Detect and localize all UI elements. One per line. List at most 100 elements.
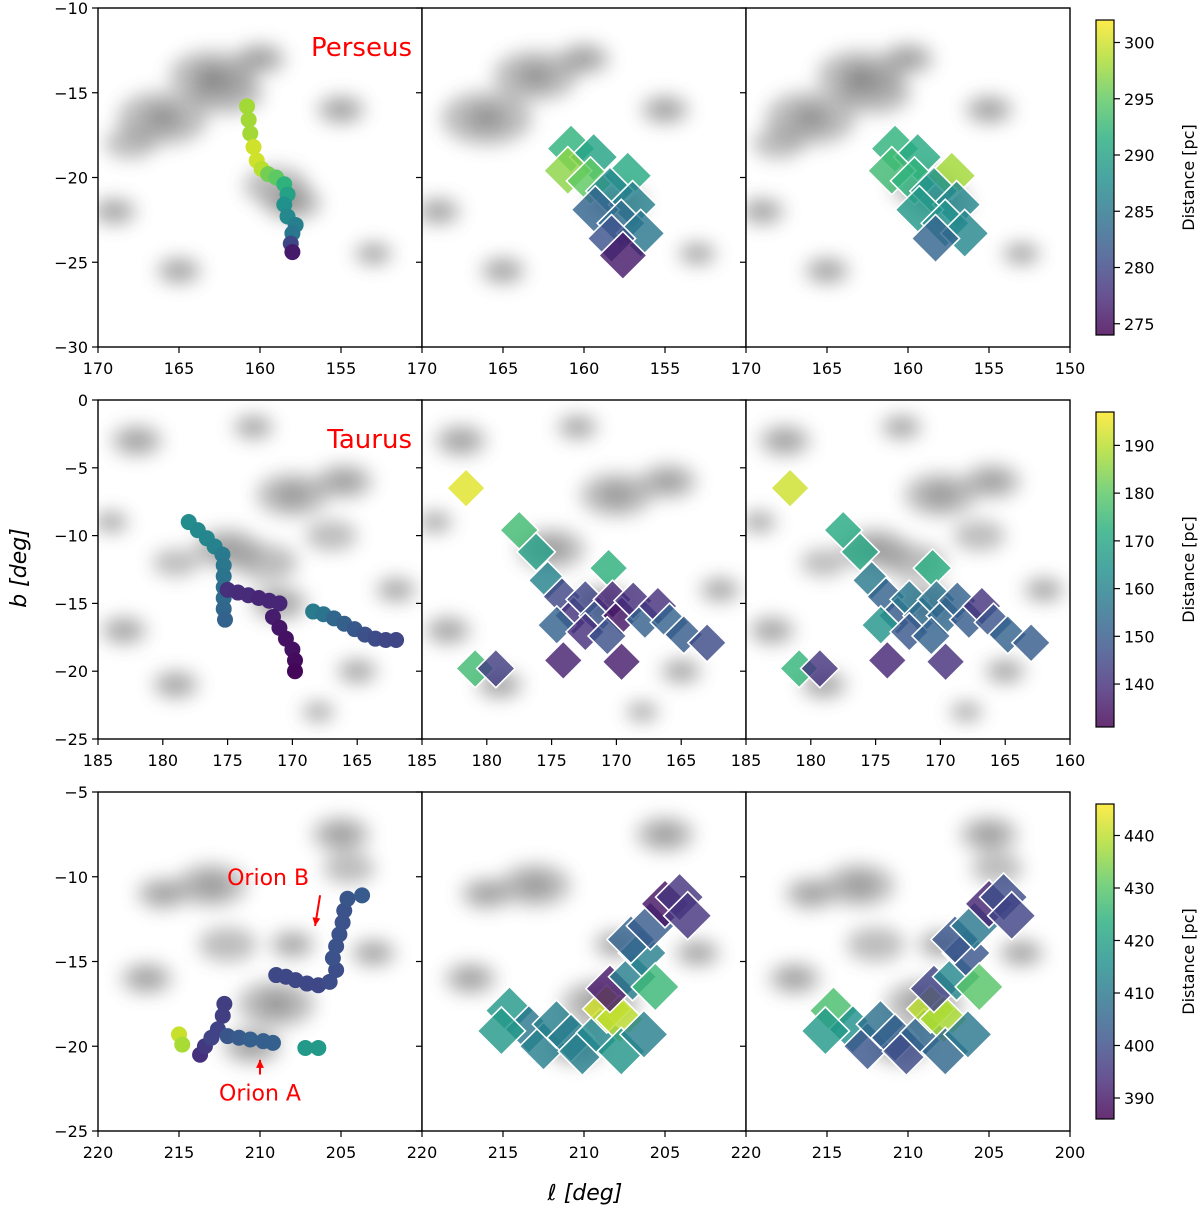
colorbar-tick-label: 440	[1124, 827, 1155, 846]
distance-patch	[686, 622, 728, 664]
distance-patch	[454, 648, 496, 689]
dust-core	[331, 473, 358, 490]
distance-patch	[515, 531, 557, 573]
colorbar-tick-label: 150	[1124, 627, 1155, 646]
dust-core	[347, 665, 367, 678]
dust-core	[751, 205, 773, 218]
dust-core	[572, 51, 596, 67]
x-tick-label: 220	[83, 1143, 114, 1162]
dust-core	[568, 421, 587, 433]
dust-core	[426, 516, 444, 528]
dust-core	[168, 264, 190, 278]
colorbar-label: Distance [pc]	[1179, 516, 1198, 622]
dust-core	[102, 516, 120, 528]
dust-core	[978, 102, 1000, 117]
dust-core	[1012, 248, 1031, 260]
distance-patch	[769, 467, 811, 509]
y-tick-label: −10	[54, 527, 88, 546]
x-tick-label: 170	[277, 751, 308, 770]
panel-taurus-2: 185 180 175 170 165	[407, 399, 747, 770]
distance-patch	[1010, 622, 1052, 664]
colorbar-taurus: 140 150 160 170 180 190 Distance [pc]	[1095, 411, 1198, 728]
x-tick-label: 170	[407, 359, 438, 378]
x-tick-label: 205	[974, 1143, 1005, 1162]
x-tick-label: 220	[731, 1143, 762, 1162]
x-tick-label: 170	[925, 751, 956, 770]
distance-patch	[542, 639, 584, 681]
x-tick-label: 205	[326, 1143, 357, 1162]
spine-point	[339, 890, 356, 907]
dust-cloud	[752, 128, 805, 160]
x-tick-label: 200	[1055, 1143, 1086, 1162]
spine-point	[242, 125, 259, 142]
y-tick-label: −15	[54, 84, 88, 103]
panel-orion-1: Orion B Orion A 220 215 210 205 −5 −10 −15 −20 −25	[54, 783, 423, 1162]
dust-core	[151, 886, 175, 901]
x-tick-label: 165	[812, 359, 843, 378]
x-tick-label: 165	[342, 751, 373, 770]
x-tick-label: 185	[83, 751, 114, 770]
spine-point	[284, 244, 301, 261]
dust-map	[98, 43, 393, 285]
x-tick-label: 185	[731, 751, 762, 770]
spine-point	[334, 914, 351, 931]
spine-point	[174, 1036, 191, 1053]
dust-core	[134, 971, 159, 986]
dust-core	[244, 421, 263, 433]
dust-core	[276, 484, 309, 506]
y-tick-label: −10	[54, 868, 88, 887]
annotation-arrowhead	[256, 1059, 264, 1068]
y-tick-label: −15	[54, 594, 88, 613]
dust-core	[310, 707, 326, 717]
x-tick-label: 165	[488, 359, 519, 378]
colorbar-tick-label: 390	[1124, 1089, 1155, 1108]
x-tick-label: 155	[326, 359, 357, 378]
x-tick-label: 210	[569, 1143, 600, 1162]
dust-cloud	[104, 128, 157, 160]
dust-core	[924, 484, 957, 506]
spine-point	[264, 1034, 281, 1051]
x-tick-label: 160	[893, 359, 924, 378]
y-tick-label: −20	[54, 1037, 88, 1056]
y-tick-label: −25	[54, 730, 88, 749]
distance-patch	[778, 648, 820, 689]
x-tick-label: 220	[407, 1143, 438, 1162]
dust-cloud	[305, 520, 358, 552]
dust-core	[364, 248, 383, 260]
dust-core	[142, 105, 184, 131]
x-tick-label: 160	[245, 359, 276, 378]
colorbar-tick-label: 140	[1124, 675, 1155, 694]
colorbar-tick-label: 420	[1124, 932, 1155, 951]
colorbar-tick-label: 190	[1124, 436, 1155, 455]
dust-core	[519, 875, 552, 896]
spine-point	[242, 1031, 259, 1048]
dust-core	[655, 473, 682, 490]
dust-cloud	[953, 520, 1006, 552]
spine-point	[388, 632, 405, 649]
dust-core	[654, 102, 676, 117]
x-tick-label: 165	[990, 751, 1021, 770]
panels-layer: Perseus 170 165 160 155 −10 −15 −20 −25 −30 170 165…	[54, 0, 1198, 1162]
dust-cloud	[235, 544, 298, 582]
distance-patch	[954, 961, 1005, 1013]
colorbar-tick-label: 170	[1124, 532, 1155, 551]
annotation-label: Orion A	[219, 1081, 301, 1106]
dust-core	[651, 826, 679, 843]
distance-patch	[597, 230, 649, 281]
distance-patch	[618, 1009, 670, 1060]
dust-core	[458, 971, 483, 986]
distance-patch	[839, 531, 881, 573]
panel-frame	[745, 399, 1071, 740]
y-tick-label: −15	[54, 953, 88, 972]
y-tick-label: −25	[54, 253, 88, 272]
dust-core	[671, 665, 691, 678]
distance-patch	[942, 1009, 994, 1060]
region-label: Perseus	[311, 33, 412, 63]
x-tick-label: 150	[1055, 359, 1086, 378]
dust-core	[750, 516, 768, 528]
spine-point	[297, 1039, 314, 1056]
dust-core	[475, 886, 499, 901]
dust-core	[799, 886, 823, 901]
dust-core	[125, 433, 149, 448]
x-tick-label: 210	[893, 1143, 924, 1162]
